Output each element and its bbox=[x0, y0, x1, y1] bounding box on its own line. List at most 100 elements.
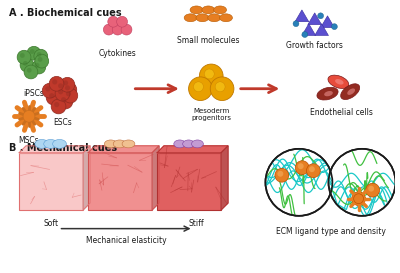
Polygon shape bbox=[157, 146, 228, 153]
Circle shape bbox=[61, 97, 66, 102]
Circle shape bbox=[46, 90, 61, 105]
Text: Small molecules: Small molecules bbox=[177, 35, 240, 44]
Circle shape bbox=[37, 52, 42, 57]
Circle shape bbox=[366, 183, 380, 197]
Polygon shape bbox=[19, 146, 90, 153]
Text: Mesoderm
progenitors: Mesoderm progenitors bbox=[191, 108, 231, 121]
Circle shape bbox=[17, 50, 31, 64]
Circle shape bbox=[32, 60, 46, 74]
Circle shape bbox=[352, 192, 366, 206]
Circle shape bbox=[112, 24, 123, 35]
Ellipse shape bbox=[324, 91, 333, 96]
Circle shape bbox=[60, 77, 75, 92]
Polygon shape bbox=[308, 13, 322, 25]
Ellipse shape bbox=[208, 14, 221, 22]
Circle shape bbox=[188, 77, 212, 100]
Text: Stiff: Stiff bbox=[189, 219, 204, 228]
Circle shape bbox=[34, 49, 48, 63]
Circle shape bbox=[58, 89, 63, 94]
Circle shape bbox=[52, 79, 57, 85]
Circle shape bbox=[318, 13, 324, 19]
Circle shape bbox=[121, 24, 132, 35]
Ellipse shape bbox=[184, 14, 197, 22]
Circle shape bbox=[108, 16, 119, 27]
Polygon shape bbox=[295, 10, 309, 22]
Circle shape bbox=[66, 91, 71, 96]
Bar bbox=[19, 153, 83, 210]
Circle shape bbox=[354, 194, 364, 204]
Ellipse shape bbox=[196, 14, 209, 22]
Polygon shape bbox=[221, 146, 228, 210]
Ellipse shape bbox=[192, 140, 203, 148]
Ellipse shape bbox=[341, 84, 360, 100]
Ellipse shape bbox=[317, 87, 338, 100]
Polygon shape bbox=[302, 24, 316, 35]
Circle shape bbox=[332, 24, 337, 29]
Ellipse shape bbox=[183, 140, 194, 148]
Circle shape bbox=[117, 16, 128, 27]
Text: ESCs: ESCs bbox=[53, 118, 72, 127]
Circle shape bbox=[210, 77, 234, 100]
Text: Mechanical elasticity: Mechanical elasticity bbox=[86, 236, 167, 245]
Bar bbox=[88, 153, 152, 210]
Circle shape bbox=[30, 49, 34, 54]
Circle shape bbox=[54, 102, 59, 107]
Polygon shape bbox=[83, 146, 90, 210]
Text: B . Mechanical cues: B . Mechanical cues bbox=[9, 143, 117, 153]
Circle shape bbox=[24, 65, 38, 79]
Circle shape bbox=[35, 54, 49, 68]
Circle shape bbox=[204, 69, 214, 79]
Circle shape bbox=[194, 82, 203, 92]
Text: Endothelial cells: Endothelial cells bbox=[310, 108, 373, 117]
Circle shape bbox=[65, 85, 70, 90]
Text: MSCs: MSCs bbox=[19, 136, 39, 145]
Circle shape bbox=[27, 46, 41, 60]
Circle shape bbox=[293, 21, 299, 27]
Ellipse shape bbox=[44, 140, 58, 148]
Text: Soft: Soft bbox=[43, 219, 58, 228]
Circle shape bbox=[62, 82, 77, 97]
Ellipse shape bbox=[35, 140, 49, 148]
Circle shape bbox=[302, 32, 308, 37]
Text: ECM ligand type and density: ECM ligand type and density bbox=[276, 227, 386, 236]
Ellipse shape bbox=[202, 6, 215, 14]
Circle shape bbox=[49, 93, 54, 98]
Ellipse shape bbox=[220, 14, 232, 22]
Bar bbox=[157, 153, 221, 210]
Ellipse shape bbox=[113, 140, 126, 148]
Circle shape bbox=[23, 110, 35, 122]
Polygon shape bbox=[88, 146, 159, 153]
Circle shape bbox=[200, 64, 223, 88]
Circle shape bbox=[298, 163, 304, 169]
Circle shape bbox=[20, 58, 34, 72]
Circle shape bbox=[55, 86, 70, 101]
Ellipse shape bbox=[122, 140, 135, 148]
Ellipse shape bbox=[174, 140, 186, 148]
Circle shape bbox=[368, 186, 374, 192]
Circle shape bbox=[42, 83, 57, 98]
Ellipse shape bbox=[335, 79, 344, 85]
Ellipse shape bbox=[104, 140, 117, 148]
Text: A . Biochemical cues: A . Biochemical cues bbox=[9, 8, 122, 18]
Ellipse shape bbox=[328, 75, 349, 88]
Circle shape bbox=[63, 80, 68, 85]
Circle shape bbox=[103, 24, 114, 35]
Circle shape bbox=[275, 168, 289, 182]
Circle shape bbox=[266, 149, 332, 216]
Ellipse shape bbox=[53, 140, 66, 148]
Circle shape bbox=[35, 63, 40, 68]
Ellipse shape bbox=[190, 6, 203, 14]
Circle shape bbox=[306, 164, 320, 177]
Circle shape bbox=[63, 88, 78, 103]
Ellipse shape bbox=[214, 6, 226, 14]
Circle shape bbox=[309, 166, 315, 172]
Text: Growth factors: Growth factors bbox=[286, 41, 343, 51]
Circle shape bbox=[51, 99, 66, 114]
Circle shape bbox=[20, 53, 25, 58]
Circle shape bbox=[38, 57, 42, 62]
Circle shape bbox=[49, 76, 64, 91]
Circle shape bbox=[23, 61, 28, 66]
Circle shape bbox=[328, 149, 396, 216]
Polygon shape bbox=[315, 24, 328, 35]
Circle shape bbox=[58, 94, 73, 109]
